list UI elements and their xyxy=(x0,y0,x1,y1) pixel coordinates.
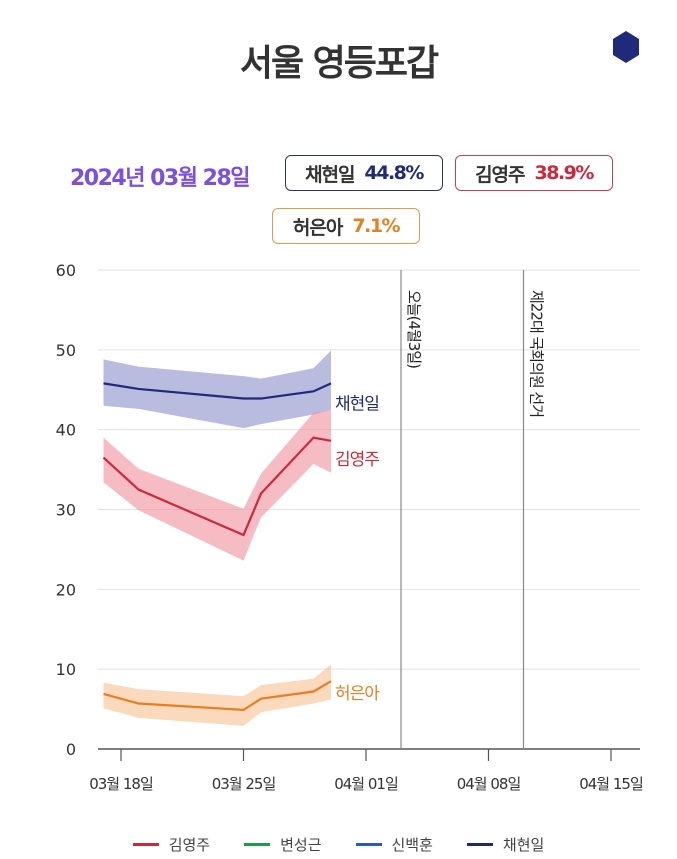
legend: 김영주 변성근 신백훈 채현일 xyxy=(0,834,677,855)
candidate-name: 김영주 xyxy=(475,163,525,186)
legend-label: 김영주 xyxy=(168,836,211,854)
legend-swatch xyxy=(132,843,159,846)
annotation-label: 오늘(4월3일) xyxy=(405,290,423,368)
legend-swatch xyxy=(355,843,382,846)
legend-swatch xyxy=(466,843,493,846)
y-tick-label: 20 xyxy=(56,580,76,599)
y-tick-label: 10 xyxy=(56,660,76,679)
legend-item: 김영주 xyxy=(132,834,211,855)
hexagon-icon xyxy=(613,31,639,63)
confidence-band xyxy=(103,409,331,561)
legend-label: 신백훈 xyxy=(391,836,433,854)
candidate-value: 38.9% xyxy=(534,162,595,184)
y-tick-label: 30 xyxy=(56,501,76,520)
y-tick-label: 40 xyxy=(56,421,76,440)
x-tick-label: 04월 08일 xyxy=(457,775,521,793)
y-tick-label: 50 xyxy=(56,341,76,360)
legend-swatch xyxy=(244,843,271,846)
poll-date: 2024년 03월 28일 xyxy=(70,166,251,191)
candidate-box-heo: 허은아 7.1% xyxy=(272,208,420,244)
candidate-name: 채현일 xyxy=(305,163,355,186)
y-tick-label: 0 xyxy=(66,740,76,759)
series-label: 김영주 xyxy=(335,450,379,470)
annotation-label: 제22대 국회의원 선거 xyxy=(528,290,546,417)
x-tick-label: 03월 25일 xyxy=(212,775,276,793)
candidate-value: 7.1% xyxy=(352,215,400,237)
series-label: 채현일 xyxy=(335,394,379,414)
x-tick-label: 04월 01일 xyxy=(334,775,398,793)
legend-item: 채현일 xyxy=(466,834,545,855)
series-line xyxy=(102,436,332,537)
legend-item: 변성근 xyxy=(244,834,322,855)
confidence-band xyxy=(103,350,331,429)
legend-item: 신백훈 xyxy=(355,834,433,855)
candidate-name: 허은아 xyxy=(292,216,343,239)
series-label: 허은아 xyxy=(335,684,380,704)
series-line xyxy=(103,680,332,712)
x-tick-label: 03월 18일 xyxy=(89,775,153,793)
candidate-box-kim: 김영주 38.9% xyxy=(455,155,613,191)
legend-label: 변성근 xyxy=(280,836,322,854)
page-title: 서울 영등포갑 xyxy=(239,43,439,84)
candidate-value: 44.8% xyxy=(364,162,425,184)
confidence-band xyxy=(103,664,331,726)
y-tick-label: 60 xyxy=(56,261,76,280)
candidate-box-chae: 채현일 44.8% xyxy=(285,155,443,191)
series-line xyxy=(103,382,332,400)
legend-label: 채현일 xyxy=(502,836,545,854)
poll-chart: 0 10 20 30 40 50 60 03월 18일 03월 25일 04월 01일 04월 08… xyxy=(56,261,644,793)
x-tick-label: 04월 15일 xyxy=(579,775,643,793)
